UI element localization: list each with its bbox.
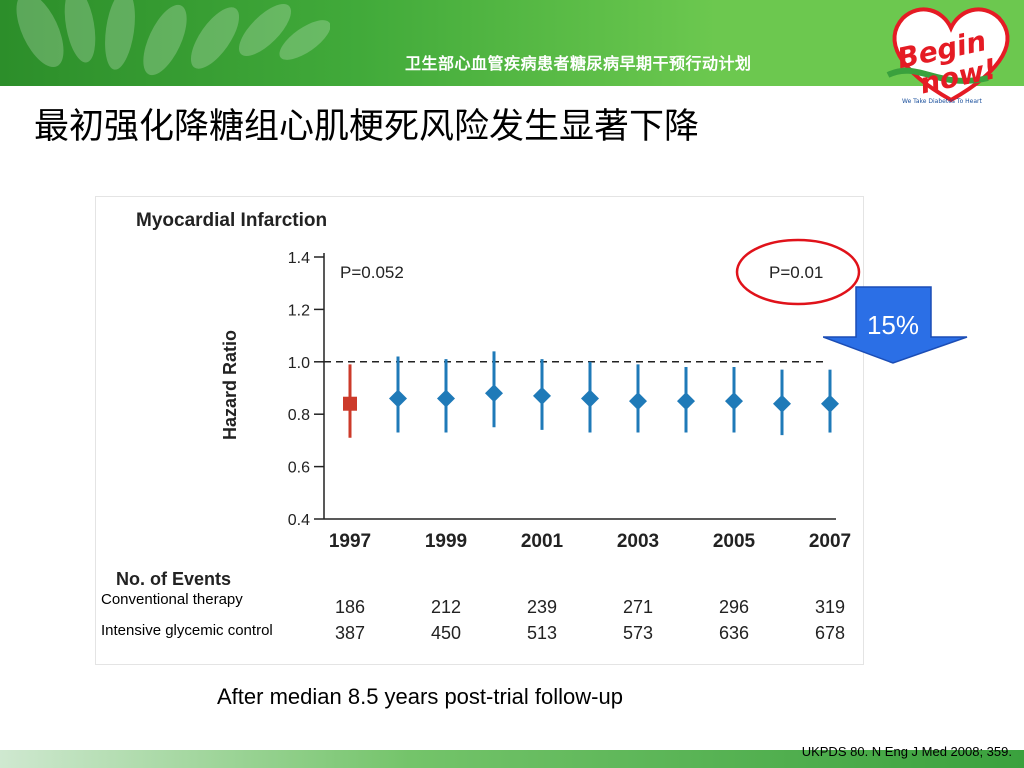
event-count: 186 xyxy=(335,597,365,617)
hr-point xyxy=(629,392,647,411)
event-count: 513 xyxy=(527,623,557,643)
hr-point xyxy=(485,384,503,403)
events-title: No. of Events xyxy=(116,569,231,589)
p-value-left: P=0.052 xyxy=(340,263,404,282)
hazard-ratio-chart: Myocardial Infarction Hazard Ratio 1.41.… xyxy=(116,210,861,643)
p-value-right: P=0.01 xyxy=(769,263,823,282)
program-title: 卫生部心血管疾病患者糖尿病早期干预行动计划 xyxy=(405,54,752,73)
events-row-label-conventional: Conventional therapy xyxy=(101,591,243,608)
citation: UKPDS 80. N Eng J Med 2008; 359. xyxy=(801,744,1012,759)
event-count: 573 xyxy=(623,623,653,643)
x-tick-label: 2003 xyxy=(617,531,659,552)
events-row-label-intensive: Intensive glycemic control xyxy=(101,622,273,639)
logo-green-swoosh xyxy=(886,67,989,84)
x-tick-label: 2001 xyxy=(521,531,564,552)
event-count: 271 xyxy=(623,597,653,617)
y-tick-label: 0.8 xyxy=(288,407,310,424)
hr-point xyxy=(389,389,407,408)
x-tick-label: 1997 xyxy=(329,531,371,552)
follow-up-note: After median 8.5 years post-trial follow… xyxy=(217,684,623,709)
y-tick-label: 0.4 xyxy=(288,512,310,529)
hr-point xyxy=(533,386,551,405)
y-tick-label: 1.2 xyxy=(288,302,310,319)
reduction-arrow: 15% xyxy=(823,286,968,364)
data-marks xyxy=(343,351,839,438)
event-count: 319 xyxy=(815,597,845,617)
event-count: 296 xyxy=(719,597,749,617)
y-axis-label: Hazard Ratio xyxy=(220,330,240,440)
x-tick-label: 2007 xyxy=(809,531,851,552)
event-count: 387 xyxy=(335,623,365,643)
event-count: 212 xyxy=(431,597,461,617)
hr-point xyxy=(677,392,695,411)
hr-point xyxy=(725,392,743,411)
event-count: 636 xyxy=(719,623,749,643)
events-table: 186 212 239 271 296 319 387 450 513 573 636 678 xyxy=(335,597,845,643)
slide-title: 最初强化降糖组心肌梗死风险发生显著下降 xyxy=(34,107,700,147)
event-count: 678 xyxy=(815,623,845,643)
reduction-label: 15% xyxy=(867,310,919,340)
event-count: 239 xyxy=(527,597,557,617)
begin-now-logo: Begin now! We Take Diabetes To Heart xyxy=(886,7,1010,105)
chart-panel: Myocardial Infarction Hazard Ratio 1.4 1.… xyxy=(96,197,863,664)
hr-point xyxy=(581,389,599,408)
hr-point xyxy=(437,389,455,408)
down-arrow-shape xyxy=(823,286,968,364)
hr-point xyxy=(343,396,357,411)
top-banner: 卫生部心血管疾病患者糖尿病早期干预行动计划 xyxy=(0,0,1024,86)
chart-title: Myocardial Infarction xyxy=(136,210,327,231)
hands-decoration xyxy=(16,0,330,76)
p-value-highlight-circle xyxy=(735,238,861,306)
bottom-bar xyxy=(0,750,1024,768)
y-tick-label: 0.6 xyxy=(288,460,310,477)
event-count: 450 xyxy=(431,623,461,643)
x-tick-label: 2005 xyxy=(713,531,756,552)
hr-point xyxy=(821,394,839,413)
hr-point xyxy=(773,394,791,413)
logo-tagline: We Take Diabetes To Heart xyxy=(902,98,982,105)
y-tick-label: 1.0 xyxy=(288,355,310,372)
x-tick-label: 1999 xyxy=(425,531,467,552)
axes: 1.4 1.2 1.0 0.8 0.6 0.4 1997 1999 2001 2003 2005 20… xyxy=(288,250,851,552)
y-tick-label: 1.4 xyxy=(288,250,310,267)
